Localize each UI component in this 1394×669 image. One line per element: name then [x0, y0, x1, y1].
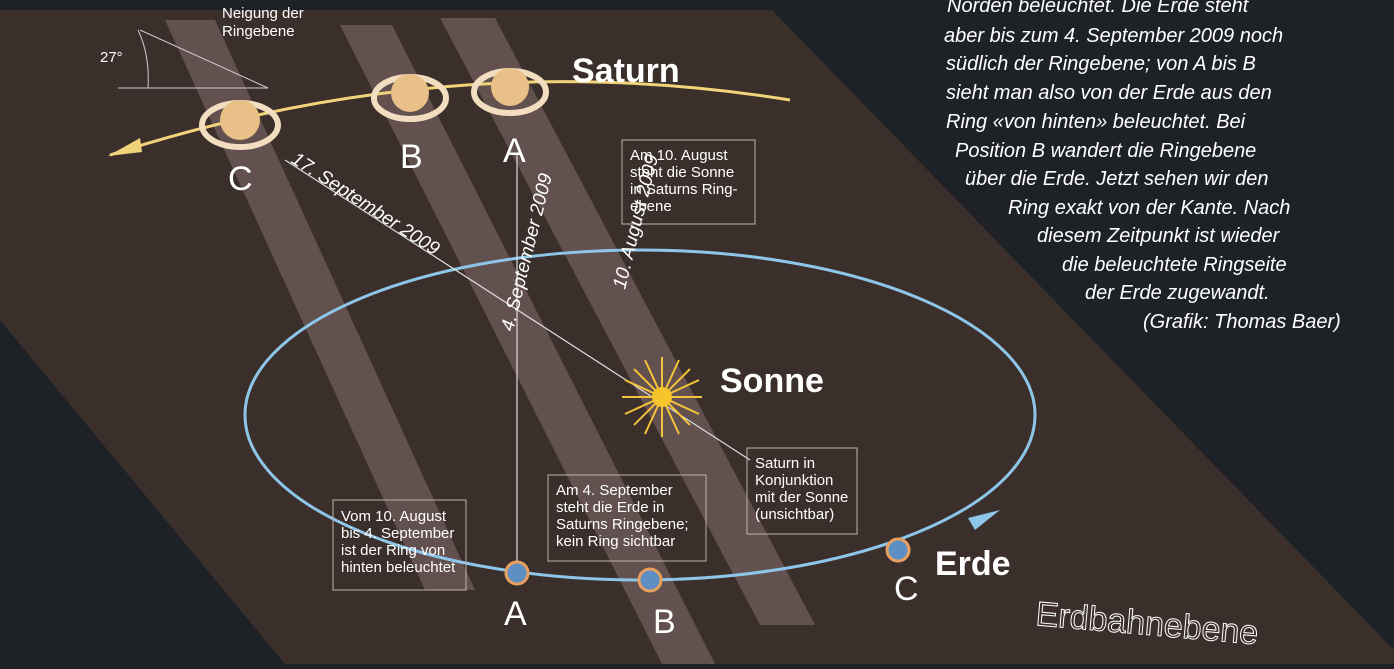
saturn-body: [391, 74, 429, 112]
caption-line: die beleuchtete Ringseite: [1062, 254, 1287, 276]
box-text: steht die Erde in: [556, 499, 664, 516]
sun-label: Sonne: [720, 362, 824, 400]
caption-line: sieht man also von der Erde aus den: [946, 82, 1272, 104]
earth-title: Erde: [935, 545, 1011, 583]
caption-line: (Grafik: Thomas Baer): [1143, 311, 1341, 333]
box-text: bis 4. September: [341, 525, 454, 542]
earth: [639, 569, 661, 591]
caption-line: Norden beleuchtet. Die Erde steht: [947, 0, 1250, 17]
box-text: Konjunktion: [755, 472, 833, 489]
caption-line: aber bis zum 4. September 2009 noch: [944, 25, 1283, 47]
saturn-position: C: [228, 160, 253, 198]
box-text: steht die Sonne: [630, 164, 734, 181]
caption-line: diesem Zeitpunkt ist wieder: [1037, 225, 1281, 247]
caption-line: Position B wandert die Ringebene: [955, 140, 1256, 162]
saturn-position: A: [503, 132, 526, 170]
caption-line: über die Erde. Jetzt sehen wir den: [965, 168, 1269, 190]
tilt-angle: 27°: [100, 49, 123, 66]
caption-line: Ring exakt von der Kante. Nach: [1008, 197, 1290, 219]
box-text: Vom 10. August: [341, 508, 447, 525]
earth-position: A: [504, 595, 527, 633]
sun: [652, 387, 672, 407]
caption-line: Ring «von hinten» beleuchtet. Bei: [946, 111, 1246, 133]
saturn-body: [220, 100, 260, 140]
box-text: hinten beleuchtet: [341, 559, 456, 576]
saturn-position: B: [400, 138, 423, 176]
box-text: ebene: [630, 198, 672, 215]
box-text: Saturns Ringebene;: [556, 516, 689, 533]
box-text: in Saturns Ring-: [630, 181, 738, 198]
tilt-label: Neigung der: [222, 5, 304, 22]
saturn-body: [491, 68, 529, 106]
box-text: mit der Sonne: [755, 489, 848, 506]
caption-line: der Erde zugewandt.: [1085, 282, 1270, 304]
earth-position: C: [894, 570, 919, 608]
caption-line: südlich der Ringebene; von A bis B: [946, 53, 1256, 75]
diagram: Neigung der Ringebene 27° Saturn C B A 1…: [0, 0, 1394, 664]
box-text: Saturn in: [755, 455, 815, 472]
box-text: Am 10. August: [630, 147, 728, 164]
earth-position: B: [653, 603, 676, 641]
box-text: (unsichtbar): [755, 506, 834, 523]
box-text: Am 4. September: [556, 482, 673, 499]
saturn-title: Saturn: [572, 52, 680, 90]
earth: [506, 562, 528, 584]
box-text: ist der Ring von: [341, 542, 445, 559]
earth: [887, 539, 909, 561]
tilt-label: Ringebene: [222, 23, 295, 40]
box-text: kein Ring sichtbar: [556, 533, 675, 550]
